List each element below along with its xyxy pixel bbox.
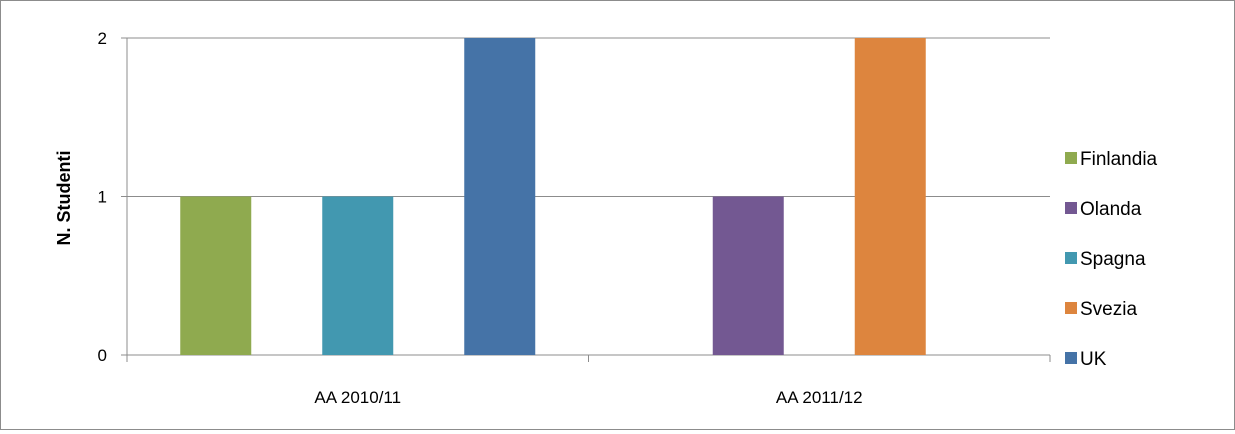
tick-labels: 0 1 2 AA 2010/11 AA 2011/12 [98,29,863,407]
x-tick-label: AA 2011/12 [776,388,863,407]
legend: Finlandia Olanda Spagna Svezia UK [1065,149,1158,370]
legend-swatch-olanda [1065,202,1077,214]
legend-swatch-svezia [1065,302,1077,314]
y-tick-label: 1 [98,188,107,207]
legend-label-finlandia: Finlandia [1080,149,1158,170]
legend-label-olanda: Olanda [1080,199,1142,220]
bar-spagna-1 [322,196,394,355]
bars [180,38,926,355]
bar-svezia-2 [854,38,926,355]
legend-swatch-finlandia [1065,152,1077,164]
legend-swatch-uk [1065,352,1077,364]
y-axis-title: N. Studenti [54,151,74,246]
bar-uk-1 [464,38,536,355]
legend-label-uk: UK [1080,349,1107,370]
legend-swatch-spagna [1065,252,1077,264]
bar-finlandia-1 [180,196,252,355]
bar-olanda-2 [712,196,784,355]
legend-label-spagna: Spagna [1080,249,1146,270]
legend-label-svezia: Svezia [1080,299,1137,320]
x-tick-label: AA 2010/11 [314,388,401,407]
y-tick-label: 2 [98,29,107,48]
y-tick-label: 0 [98,346,107,365]
